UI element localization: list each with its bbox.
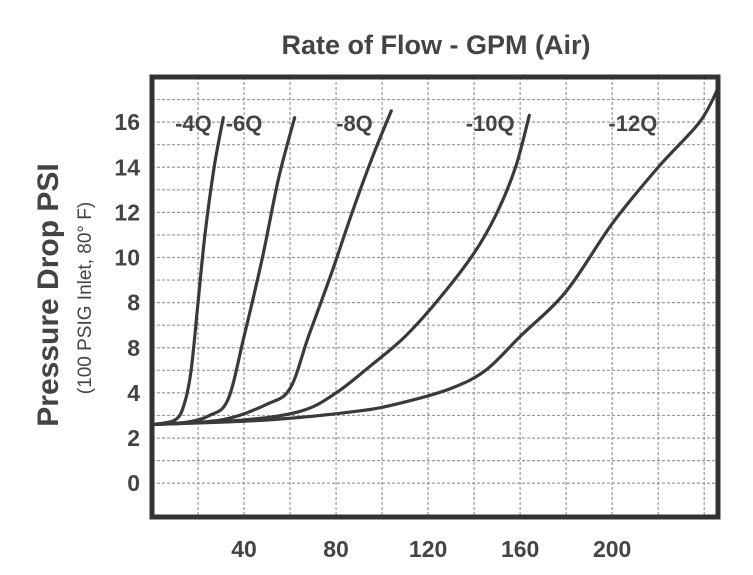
y-axis-title: Pressure Drop PSI (32, 163, 65, 426)
series-line-minus-12q (150, 86, 720, 427)
x-tick-label: 40 (231, 536, 257, 562)
x-tick-label: 80 (323, 536, 349, 562)
x-tick-label: 120 (409, 536, 447, 562)
y-tick-label: 16 (114, 109, 140, 135)
grid (152, 77, 718, 517)
y-tick-label: 8 (127, 335, 140, 361)
y-tick-label: 0 (127, 470, 140, 496)
y-tick-label: 8 (127, 290, 140, 316)
series-label: -4Q (175, 111, 212, 136)
x-axis-ticks: 40 80 120 160 200 (231, 536, 631, 562)
y-tick-label: 14 (114, 154, 140, 180)
series-label: -6Q (226, 111, 263, 136)
series-line-minus-4q (150, 116, 225, 427)
series-lines (150, 86, 720, 427)
series-line-minus-10q (150, 113, 531, 427)
chart-title: Rate of Flow - GPM (Air) (282, 30, 591, 60)
x-tick-label: 200 (593, 536, 631, 562)
series-line-minus-6q (150, 116, 297, 427)
series-label: -12Q (608, 111, 657, 136)
series-line-minus-8q (150, 109, 393, 427)
series-label: -10Q (466, 111, 515, 136)
series-labels: -4Q -6Q -8Q -10Q -12Q (175, 111, 657, 136)
y-tick-label: 2 (127, 425, 140, 451)
plot-frame (149, 74, 721, 520)
y-tick-label: 10 (114, 245, 140, 271)
series-label: -8Q (336, 111, 373, 136)
y-axis-ticks: 0 2 4 8 8 10 12 14 16 (114, 109, 140, 496)
y-tick-label: 4 (127, 380, 140, 406)
x-tick-label: 160 (501, 536, 539, 562)
y-axis-subtitle: (100 PSIG Inlet, 80° F) (75, 202, 96, 394)
y-tick-label: 12 (114, 199, 140, 225)
